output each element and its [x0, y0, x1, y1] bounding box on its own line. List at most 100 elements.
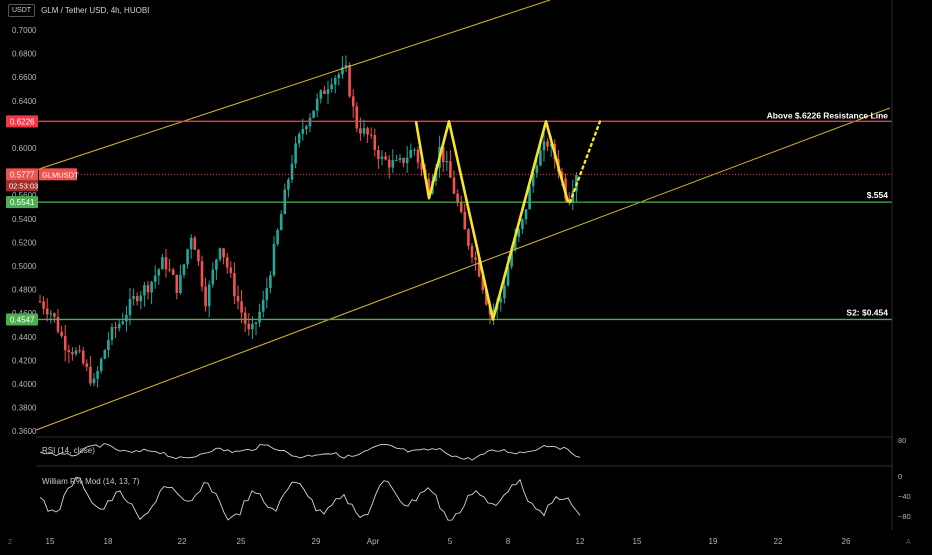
- candle-body: [114, 326, 117, 329]
- candle-body: [236, 296, 240, 302]
- candle-body: [197, 249, 200, 262]
- resistance-annotation: Above $.6226 Resistance Line: [767, 110, 889, 120]
- candle-body: [524, 209, 528, 220]
- candle-body: [467, 229, 470, 247]
- candle-body: [348, 64, 351, 97]
- candle-body: [53, 313, 56, 317]
- candle-body: [200, 261, 204, 287]
- candle-body: [359, 128, 362, 134]
- price-tick: 0.6000: [12, 144, 37, 153]
- candle-body: [207, 284, 211, 307]
- candle-body: [337, 74, 341, 79]
- candle-body: [143, 285, 146, 296]
- candle-body: [135, 296, 139, 302]
- candle-body: [218, 248, 222, 260]
- candle-body: [243, 312, 247, 324]
- current-price-tag: 0.5777: [10, 170, 35, 179]
- candle-body: [481, 276, 485, 290]
- candle-body: [261, 299, 265, 312]
- candle-body: [510, 250, 513, 267]
- price-tick: 0.6600: [12, 73, 37, 82]
- price-tick: 0.4800: [12, 286, 37, 295]
- price-tick: 0.6400: [12, 97, 37, 106]
- candle-body: [333, 78, 337, 85]
- candle-body: [535, 165, 539, 173]
- candle-body: [405, 157, 409, 164]
- candle-body: [474, 257, 477, 260]
- candle-body: [366, 128, 369, 135]
- candle-body: [110, 326, 114, 340]
- time-label: 12: [576, 537, 585, 546]
- candle-body: [452, 177, 456, 194]
- support2-annotation: S2: $0.454: [846, 307, 888, 317]
- candle-body: [391, 160, 395, 168]
- candle-body: [171, 269, 175, 275]
- price-tick: 0.4200: [12, 356, 37, 365]
- price-tick: 0.3800: [12, 404, 37, 413]
- candle-body: [341, 67, 344, 75]
- candle-body: [384, 156, 387, 160]
- candle-body: [409, 149, 413, 158]
- symbol-tag: GLMUSDT: [42, 170, 79, 179]
- price-tick: 0.4400: [12, 333, 37, 342]
- candle-body: [463, 211, 467, 230]
- candle-body: [279, 214, 283, 231]
- symbol-tag-bg: [39, 168, 77, 181]
- candle-body: [215, 259, 218, 270]
- candle-body: [254, 322, 258, 324]
- williams-line: [39, 476, 581, 521]
- candle-body: [78, 350, 81, 352]
- candle-body: [315, 98, 319, 111]
- candle-body: [567, 198, 571, 203]
- candle-body: [470, 246, 474, 258]
- candle-body: [413, 149, 416, 151]
- candle-body: [74, 350, 78, 355]
- candle-body: [445, 161, 449, 163]
- time-label: 22: [178, 537, 187, 546]
- time-label: 18: [104, 537, 113, 546]
- candle-body: [132, 296, 135, 299]
- candle-body: [449, 161, 452, 178]
- candle-body: [258, 311, 261, 323]
- candle-body: [168, 269, 171, 271]
- resistance-price-tag-bg: [6, 115, 38, 128]
- candle-body: [542, 141, 546, 151]
- price-tick: 0.4000: [12, 380, 37, 389]
- candle-body: [355, 106, 359, 129]
- time-label: 25: [237, 537, 246, 546]
- support1-annotation: $.554: [867, 190, 889, 200]
- candle-body: [294, 143, 297, 164]
- candle-body: [301, 129, 305, 134]
- time-label: 8: [506, 537, 511, 546]
- current-price-tag-bg: [6, 168, 38, 181]
- candle-body: [96, 371, 99, 379]
- candle-body: [477, 259, 481, 277]
- candle-body: [60, 331, 63, 336]
- candle-body: [387, 159, 391, 168]
- candle-body: [416, 149, 420, 163]
- candle-body: [67, 350, 71, 353]
- candle-body: [179, 274, 182, 293]
- candle-body: [269, 275, 272, 289]
- time-label: 26: [842, 537, 851, 546]
- symbol-badge[interactable]: USDT: [8, 4, 36, 17]
- support2-price-tag-bg: [6, 313, 38, 326]
- candle-body: [211, 269, 215, 285]
- candle-body: [427, 178, 431, 194]
- candle-body: [344, 64, 348, 68]
- channel-upper-line: [35, 0, 551, 171]
- overlay-layer: Above $.6226 Resistance Line $.554 S2: $0.…: [35, 0, 892, 431]
- candle-body: [175, 274, 179, 293]
- auto-scale-icon: A: [906, 539, 911, 546]
- candle-body: [222, 248, 225, 258]
- candle-body: [528, 186, 531, 210]
- candle-body: [287, 179, 290, 190]
- candle-body: [139, 295, 143, 302]
- candle-body: [157, 269, 161, 276]
- candle-body: [326, 89, 330, 94]
- candle-body: [71, 352, 74, 355]
- chart-title: GLM / Tether USD, 4h, HUOBI: [41, 6, 150, 15]
- candle-body: [164, 257, 168, 270]
